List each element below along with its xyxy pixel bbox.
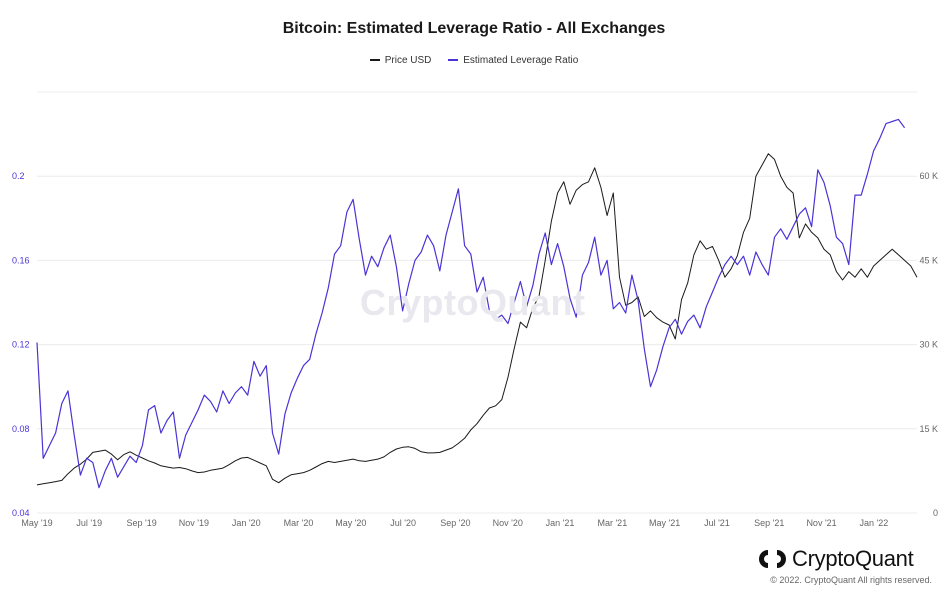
x-axis-tick: Sep '20 (440, 518, 470, 528)
x-axis-tick: Jul '21 (704, 518, 730, 528)
x-axis-tick: Jan '22 (859, 518, 888, 528)
watermark: CryptoQuant (360, 282, 586, 323)
legend-swatch-leverage (448, 59, 459, 61)
x-axis-tick: Nov '19 (179, 518, 209, 528)
left-axis-tick: 0.16 (12, 255, 30, 265)
chart-title: Bitcoin: Estimated Leverage Ratio - All … (282, 20, 666, 37)
right-axis-tick: 30 K (919, 340, 938, 350)
x-axis-tick: Jan '21 (546, 518, 575, 528)
legend-item-price[interactable]: Price USD (369, 54, 432, 66)
logo-mark-icon (759, 550, 786, 568)
x-axis-tick: May '21 (649, 518, 680, 528)
left-axis-tick: 0.12 (12, 340, 30, 350)
left-axis-tick: 0.04 (12, 508, 30, 518)
legend-label-leverage: Estimated Leverage Ratio (463, 54, 579, 66)
x-axis-tick: Sep '19 (126, 518, 156, 528)
legend-item-leverage[interactable]: Estimated Leverage Ratio (448, 55, 578, 66)
x-axis-tick: Jul '19 (76, 518, 102, 528)
x-axis-tick: May '19 (21, 518, 52, 528)
left-axis-tick: 0.08 (12, 424, 30, 434)
right-axis-tick: 15 K (919, 424, 938, 434)
x-axis-tick: Nov '20 (493, 518, 523, 528)
right-axis-tick: 45 K (919, 255, 938, 265)
copyright-text: © 2022. CryptoQuant All rights reserved. (770, 575, 932, 585)
leverage-ratio-line (36, 118, 906, 489)
price-usd-line (36, 153, 918, 486)
x-axis-tick: Mar '21 (597, 518, 627, 528)
left-axis-tick: 0.2 (12, 171, 25, 181)
right-axis-tick: 0 (933, 508, 938, 518)
cryptoquant-logo: CryptoQuant (758, 546, 938, 572)
logo-text: CryptoQuant (792, 546, 914, 571)
legend-swatch-price (369, 59, 380, 61)
right-axis-tick: 60 K (919, 171, 938, 181)
x-axis-tick: Sep '21 (754, 518, 784, 528)
chart-legend: Price USD Estimated Leverage Ratio (0, 53, 948, 66)
x-axis-tick: Jul '20 (390, 518, 416, 528)
legend-label-price: Price USD (384, 54, 432, 66)
x-axis-tick: Mar '20 (284, 518, 314, 528)
x-axis-tick: May '20 (335, 518, 366, 528)
x-axis-tick: Jan '20 (232, 518, 261, 528)
x-axis-tick: Nov '21 (806, 518, 836, 528)
